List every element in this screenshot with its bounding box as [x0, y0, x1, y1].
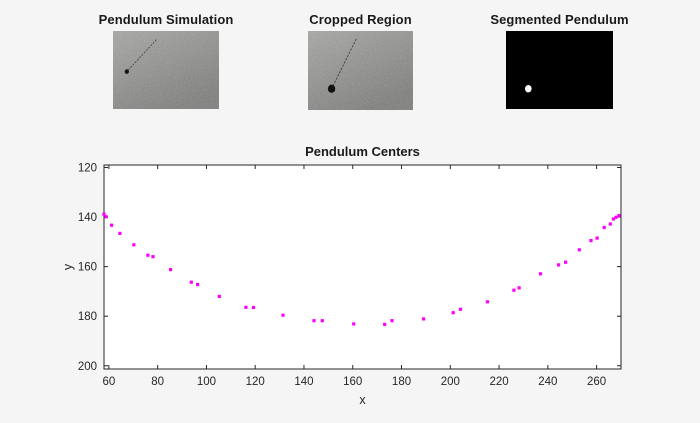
segmented-pendulum-image	[506, 31, 613, 109]
data-point	[320, 319, 324, 323]
data-point	[244, 305, 248, 309]
data-point	[614, 215, 618, 219]
data-point	[352, 322, 356, 326]
data-point	[577, 248, 581, 252]
data-point	[217, 294, 221, 298]
x-tick-label: 200	[441, 376, 460, 388]
data-point	[132, 243, 136, 247]
y-axis-label: y	[61, 263, 75, 270]
panel-pendulum-simulation: Pendulum Simulation	[99, 12, 233, 109]
x-tick-label: 240	[538, 376, 557, 388]
data-point	[589, 239, 593, 243]
data-point	[458, 307, 463, 311]
pendulum-centers-plot: 60 80 100 120 140 160 180 200 220 240 260 120 140 160…	[60, 140, 685, 420]
panel-title-cropped-region: Cropped Region	[309, 12, 412, 27]
data-point	[595, 236, 599, 240]
data-point	[196, 282, 200, 287]
y-tick-label: 180	[78, 311, 97, 323]
y-tick-label: 140	[78, 212, 97, 224]
data-point	[564, 260, 568, 264]
data-point	[102, 212, 106, 216]
y-tick-label: 200	[78, 361, 97, 373]
data-point	[383, 322, 387, 326]
panel-title-segmented-pendulum: Segmented Pendulum	[490, 12, 629, 27]
data-point	[512, 288, 516, 292]
pendulum-simulation-image	[113, 31, 219, 109]
x-tick-label: 60	[102, 376, 115, 388]
data-point	[602, 225, 606, 230]
x-tick-label: 160	[343, 376, 362, 388]
data-point	[251, 305, 256, 310]
segmented-blob	[525, 85, 532, 93]
data-point	[390, 319, 394, 323]
data-point	[517, 286, 521, 290]
x-tick-label: 100	[197, 376, 216, 388]
cropped-region-image	[308, 31, 413, 110]
data-point	[110, 223, 114, 227]
x-axis-label: x	[359, 393, 366, 407]
data-point	[169, 268, 173, 272]
data-point	[608, 222, 612, 226]
data-point	[281, 313, 285, 317]
scatter-plot-svg: 60 80 100 120 140 160 180 200 220 240 260 120 140 160…	[61, 144, 622, 407]
x-tick-label: 260	[587, 376, 606, 388]
pendulum-rod	[331, 38, 357, 89]
pendulum-rod	[126, 39, 157, 72]
data-point	[421, 317, 426, 321]
data-point	[538, 272, 543, 276]
panel-cropped-region: Cropped Region	[308, 12, 413, 110]
data-point	[611, 217, 615, 221]
data-point	[451, 311, 455, 315]
x-tick-label: 120	[246, 376, 265, 388]
y-tick-label: 160	[78, 262, 97, 274]
data-point	[118, 231, 122, 235]
panel-title-pendulum-simulation: Pendulum Simulation	[98, 12, 234, 27]
data-point	[151, 255, 155, 259]
data-point	[557, 263, 561, 267]
axis-box	[103, 164, 622, 370]
data-point	[312, 319, 316, 323]
panel-segmented-pendulum: Segmented Pendulum	[490, 12, 629, 109]
mask-background	[506, 31, 613, 109]
data-point	[485, 300, 489, 304]
data-point	[104, 215, 108, 219]
noise-grain-overlay	[113, 31, 219, 109]
noise-grain-overlay	[308, 31, 413, 110]
data-point	[146, 253, 150, 257]
pendulum-bob	[327, 84, 336, 93]
data-point	[617, 214, 621, 218]
x-tick-label: 80	[151, 376, 164, 388]
plot-area	[104, 165, 621, 369]
x-tick-label: 220	[489, 376, 508, 388]
y-tick-label: 120	[78, 162, 97, 174]
x-tick-label: 180	[392, 376, 411, 388]
pendulum-bob	[124, 69, 129, 74]
plot-title: Pendulum Centers	[305, 144, 420, 159]
data-point	[189, 280, 193, 284]
x-tick-label: 140	[294, 376, 313, 388]
